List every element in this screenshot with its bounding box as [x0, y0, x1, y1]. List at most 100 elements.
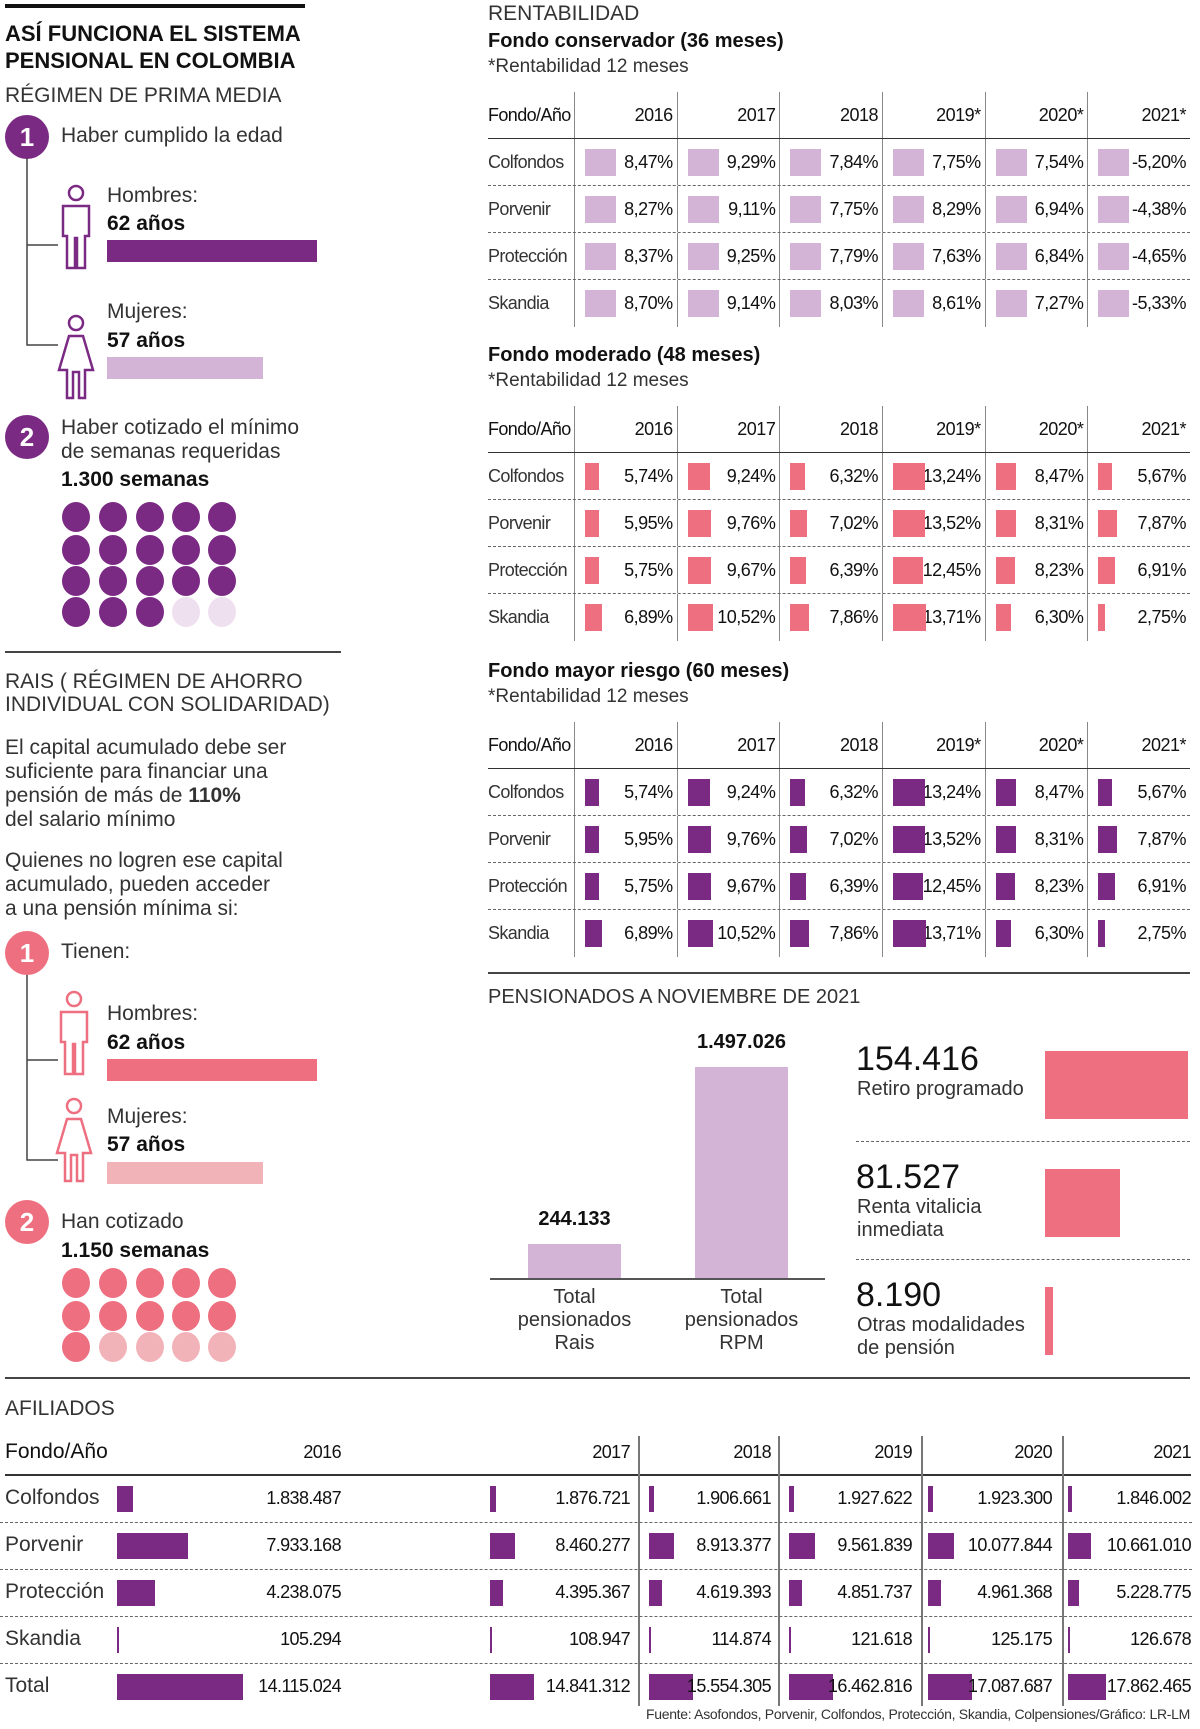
value-label: 6,89%: [624, 923, 673, 943]
value-bar: [584, 463, 599, 490]
modalidad-bar: [1045, 1287, 1053, 1355]
value-cell: 7,86%: [779, 594, 882, 641]
value-label: -4,38%: [1131, 198, 1187, 219]
afiliados-table: Fondo/Año 2016 2017 2018 2019 2020 2021 Colfond…: [0, 1436, 1200, 1706]
table-row: Colfondos 8,47% 9,29% 7,84% 7,75% 7,54% -5,20%: [488, 139, 1190, 186]
table-header-row: Fondo/Año 2016 2017 2018 2019* 2020* 2021*: [488, 722, 1190, 769]
affiliates-bar: [649, 1533, 675, 1559]
value-bar: [687, 290, 719, 317]
affiliates-value: 1.923.300: [977, 1488, 1052, 1508]
value-cell: 7,79%: [779, 233, 882, 279]
value-bar: [790, 290, 822, 317]
main-title-line2: PENSIONAL EN COLOMBIA: [5, 48, 296, 73]
rais-heading: RAIS ( RÉGIMEN DE AHORRO INDIVIDUAL CON …: [5, 670, 330, 716]
value-cell: 10,52%: [676, 910, 780, 957]
value-label: 5,67%: [1137, 465, 1187, 486]
fund-name: Protección: [5, 1580, 105, 1603]
affiliates-value: 14.115.024: [258, 1676, 341, 1696]
week-dot-empty: [136, 1332, 164, 1362]
column-header: 2017: [676, 722, 780, 768]
week-dot-filled: [208, 566, 236, 596]
affiliates-bar: [928, 1627, 930, 1653]
corner-label: Fondo/Año: [488, 104, 571, 125]
value-cell: 7,02%: [779, 500, 882, 546]
column-header: 2016: [573, 406, 677, 452]
value-bar: [995, 510, 1016, 537]
value-label: 8,31%: [1034, 512, 1084, 533]
affiliates-value: 108.947: [569, 1629, 630, 1649]
chart-axis: [490, 1278, 825, 1280]
rais-step2-text: Han cotizado: [61, 1210, 184, 1233]
modalidad-value: 81.527: [856, 1158, 960, 1196]
value-label: 7,75%: [829, 198, 878, 219]
value-bar: [790, 510, 808, 537]
affiliates-value: 4.238.075: [266, 1582, 341, 1602]
pensionados-bar: [528, 1243, 621, 1278]
value-cell: 13,71%: [882, 594, 985, 641]
table-row: Total 14.115.024 14.841.312 15.554.305 16.46…: [0, 1664, 1192, 1711]
rais-women-label: Mujeres:: [107, 1105, 188, 1128]
value-cell: 13,52%: [882, 816, 985, 862]
week-dot-filled: [99, 535, 127, 565]
affiliates-value: 125.175: [991, 1629, 1052, 1649]
table-row: Protección 4.238.075 4.395.367 4.619.393 4.8…: [0, 1570, 1192, 1617]
woman-icon: [57, 314, 95, 400]
value-cell: 13,24%: [882, 769, 985, 815]
affiliates-value: 8.913.377: [696, 1535, 771, 1555]
value-cell: 6,89%: [573, 910, 677, 957]
value-bar: [1098, 149, 1130, 176]
week-dot-filled: [172, 566, 200, 596]
value-label: 6,30%: [1034, 923, 1084, 943]
value-bar: [790, 604, 810, 631]
value-cell: 8,47%: [984, 769, 1088, 815]
affiliates-value: 1.846.002: [1116, 1488, 1191, 1508]
step1-text: Haber cumplido la edad: [61, 124, 283, 147]
rentabilidad-heading: RENTABILIDAD: [488, 2, 640, 25]
affiliates-value: 114.874: [711, 1629, 771, 1649]
value-label: 5,74%: [624, 781, 673, 802]
value-cell: 9,24%: [676, 769, 780, 815]
fund-table-moderado: Fondo moderado (48 meses) *Rentabilidad 1…: [488, 344, 1190, 641]
value-cell: 7,54%: [984, 139, 1088, 185]
corner-label: Fondo/Año: [488, 418, 571, 439]
affiliates-bar: [928, 1486, 933, 1512]
value-cell: 2,75%: [1087, 910, 1190, 957]
column-header: 2018: [779, 722, 882, 768]
rais-paragraph-2: Quienes no logren ese capital acumulado,…: [5, 849, 283, 921]
value-cell: -4,38%: [1087, 186, 1190, 232]
column-header: 2016: [573, 722, 677, 768]
value-label: 8,23%: [1034, 559, 1084, 580]
value-label: 7,27%: [1034, 293, 1084, 313]
value-label: 8,47%: [1034, 465, 1084, 486]
table-row: Porvenir 5,95% 9,76% 7,02% 13,52% 8,31% 7,87%: [488, 500, 1190, 547]
value-label: 5,67%: [1137, 781, 1187, 802]
value-cell: 7,84%: [779, 139, 882, 185]
value-cell: 6,32%: [779, 453, 882, 499]
fund-name: Protección: [488, 559, 568, 580]
value-cell: 8,31%: [984, 816, 1088, 862]
value-bar: [893, 779, 925, 806]
value-cell: 9,29%: [676, 139, 780, 185]
affiliates-value: 15.554.305: [686, 1676, 772, 1696]
value-cell: -5,33%: [1087, 280, 1190, 327]
value-bar: [584, 510, 600, 537]
column-header: 2018: [779, 92, 882, 138]
value-bar: [790, 779, 806, 806]
value-cell: 8,23%: [984, 547, 1088, 593]
value-cell: 12,45%: [882, 863, 985, 909]
column-header: 2019*: [882, 92, 985, 138]
modalidad-bar: [1045, 1169, 1121, 1237]
column-separator: [778, 1436, 780, 1706]
value-bar: [1098, 196, 1130, 223]
value-label: 13,52%: [922, 828, 982, 849]
value-label: 7,87%: [1137, 512, 1187, 533]
value-cell: 7,02%: [779, 816, 882, 862]
affiliates-value: 17.862.465: [1106, 1676, 1192, 1696]
affiliates-value: 10.077.844: [967, 1535, 1053, 1555]
week-dot-filled: [99, 597, 127, 627]
table-row: Protección 8,37% 9,25% 7,79% 7,63% 6,84% -4,65…: [488, 233, 1190, 280]
value-bar: [1098, 557, 1115, 584]
affiliates-value: 1.927.622: [837, 1488, 912, 1508]
value-label: 8,61%: [932, 293, 981, 313]
value-label: 9,67%: [726, 559, 776, 580]
